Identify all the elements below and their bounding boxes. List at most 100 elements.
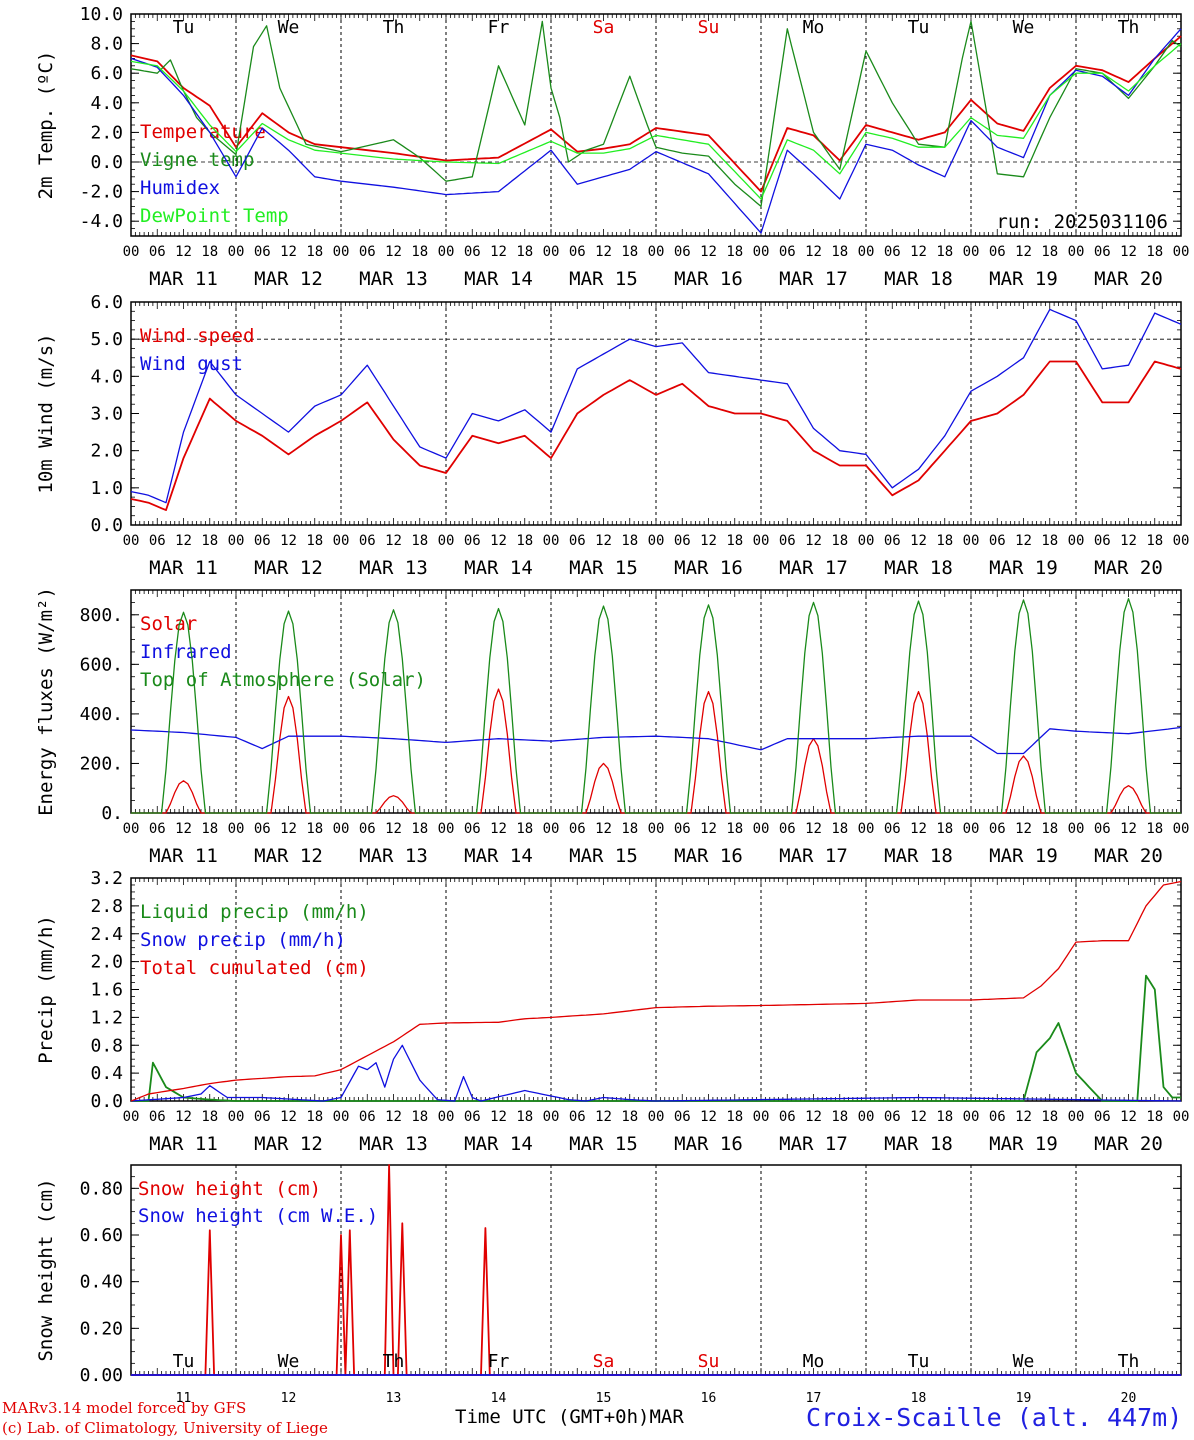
weekday-label: Mo	[803, 1351, 825, 1372]
y-tick-label: 8.0	[90, 34, 123, 55]
y-tick-label: 0.0	[90, 515, 123, 536]
y-tick-label: 0.0	[90, 152, 123, 173]
hour-tick-label: 18	[1146, 1109, 1163, 1125]
y-tick-label: 2.4	[90, 924, 123, 945]
hour-tick-label: 00	[963, 533, 980, 549]
date-label: MAR 16	[674, 268, 743, 290]
y-tick-label: 2.8	[90, 896, 123, 917]
date-label: MAR 15	[569, 845, 638, 867]
hour-tick-label: 00	[543, 821, 560, 837]
legend-snow-height-cm: Snow height (cm)	[138, 1178, 321, 1200]
hour-tick-label: 00	[228, 821, 245, 837]
y-axis-label: 10m Wind (m/s)	[35, 333, 57, 493]
hour-tick-label: 06	[674, 1109, 691, 1125]
hour-tick-label: 00	[753, 244, 770, 260]
hour-tick-label: 00	[438, 533, 455, 549]
series-wind-speed	[130, 360, 1182, 512]
weekday-label: We	[1013, 17, 1035, 38]
y-tick-label: 0.40	[80, 1272, 123, 1293]
y-tick-label: 5.0	[90, 329, 123, 350]
hour-tick-label: 06	[1094, 1109, 1111, 1125]
y-tick-label: 1.6	[90, 980, 123, 1001]
weekday-label: Mo	[803, 17, 825, 38]
series-humidex	[130, 28, 1182, 234]
y-tick-label: 400.	[80, 704, 123, 725]
hour-tick-label: 12	[805, 533, 822, 549]
hour-tick-label: 06	[884, 821, 901, 837]
hour-tick-label: 12	[1120, 533, 1137, 549]
weekday-label: Th	[1118, 17, 1140, 38]
hour-tick-label: 12	[910, 244, 927, 260]
hour-tick-label: 18	[201, 244, 218, 260]
y-tick-label: 6.0	[90, 292, 123, 313]
hour-tick-label: 18	[306, 821, 323, 837]
hour-tick-label: 12	[910, 1109, 927, 1125]
y-axis-label: Energy fluxes (W/m²)	[35, 587, 57, 816]
model-credit: MARv3.14 model forced by GFS (c) Lab. of…	[2, 1398, 328, 1438]
hour-tick-label: 06	[149, 244, 166, 260]
hour-tick-label: 18	[621, 1109, 638, 1125]
hour-tick-label: 18	[201, 821, 218, 837]
day-number-label: 11	[176, 1391, 192, 1406]
hour-tick-label: 12	[700, 244, 717, 260]
weekday-label: We	[278, 17, 300, 38]
date-label: MAR 17	[779, 845, 848, 867]
legend-wind-speed: Wind speed	[140, 325, 254, 347]
hour-tick-label: 12	[175, 244, 192, 260]
date-label: MAR 15	[569, 1133, 638, 1155]
hour-tick-label: 06	[254, 821, 271, 837]
hour-tick-label: 18	[516, 244, 533, 260]
hour-tick-label: 18	[306, 1109, 323, 1125]
hour-tick-label: 12	[280, 533, 297, 549]
date-label: MAR 16	[674, 557, 743, 579]
legend-vigne-temp: Vigne temp	[140, 149, 254, 171]
day-number-label: 20	[1121, 1391, 1137, 1406]
hour-tick-label: 06	[674, 244, 691, 260]
hour-tick-label: 18	[831, 533, 848, 549]
hour-tick-label: 00	[543, 533, 560, 549]
series-infrared	[130, 726, 1182, 755]
hour-tick-label: 00	[1173, 1109, 1190, 1125]
hour-tick-label: 18	[936, 1109, 953, 1125]
hour-tick-label: 12	[595, 533, 612, 549]
y-tick-label: 4.0	[90, 93, 123, 114]
weekday-label: Tu	[173, 1351, 195, 1372]
hour-tick-label: 00	[228, 244, 245, 260]
hour-tick-label: 00	[858, 1109, 875, 1125]
plot-frame-2	[130, 589, 1182, 814]
y-axis-label: Precip (mm/h)	[35, 915, 57, 1064]
x-axis-title: Time UTC (GMT+0h)MAR	[455, 1406, 684, 1428]
legend-top-of-atmosphere-solar: Top of Atmosphere (Solar)	[140, 669, 426, 691]
hour-tick-label: 12	[1015, 1109, 1032, 1125]
date-label: MAR 20	[1094, 845, 1163, 867]
hour-tick-label: 18	[936, 533, 953, 549]
date-label: MAR 18	[884, 557, 953, 579]
hour-tick-label: 06	[989, 244, 1006, 260]
hour-tick-label: 00	[963, 821, 980, 837]
hour-tick-label: 00	[123, 821, 140, 837]
hour-tick-label: 00	[753, 533, 770, 549]
hour-tick-label: 18	[411, 244, 428, 260]
x-axis-title-text: Time UTC (GMT+0h)	[455, 1406, 650, 1428]
hour-tick-label: 06	[884, 244, 901, 260]
hour-tick-label: 12	[910, 533, 927, 549]
weekday-label: Th	[383, 17, 405, 38]
y-tick-label: 3.2	[90, 868, 123, 889]
series-vigne-temp	[130, 20, 1182, 208]
weekday-label: Sa	[593, 1351, 615, 1372]
weekday-label: Su	[698, 1351, 720, 1372]
date-label: MAR 12	[254, 845, 323, 867]
day-number-label: 15	[596, 1391, 612, 1406]
hour-tick-label: 18	[201, 533, 218, 549]
hour-tick-label: 18	[1146, 821, 1163, 837]
hour-tick-label: 18	[936, 821, 953, 837]
hour-tick-label: 18	[306, 244, 323, 260]
hour-tick-label: 06	[779, 1109, 796, 1125]
series-temperature	[130, 35, 1182, 193]
y-tick-label: 0.80	[80, 1178, 123, 1199]
hour-tick-label: 18	[516, 821, 533, 837]
hour-tick-label: 06	[149, 1109, 166, 1125]
date-label: MAR 19	[989, 268, 1058, 290]
weekday-label: Tu	[173, 17, 195, 38]
hour-tick-label: 00	[1173, 821, 1190, 837]
